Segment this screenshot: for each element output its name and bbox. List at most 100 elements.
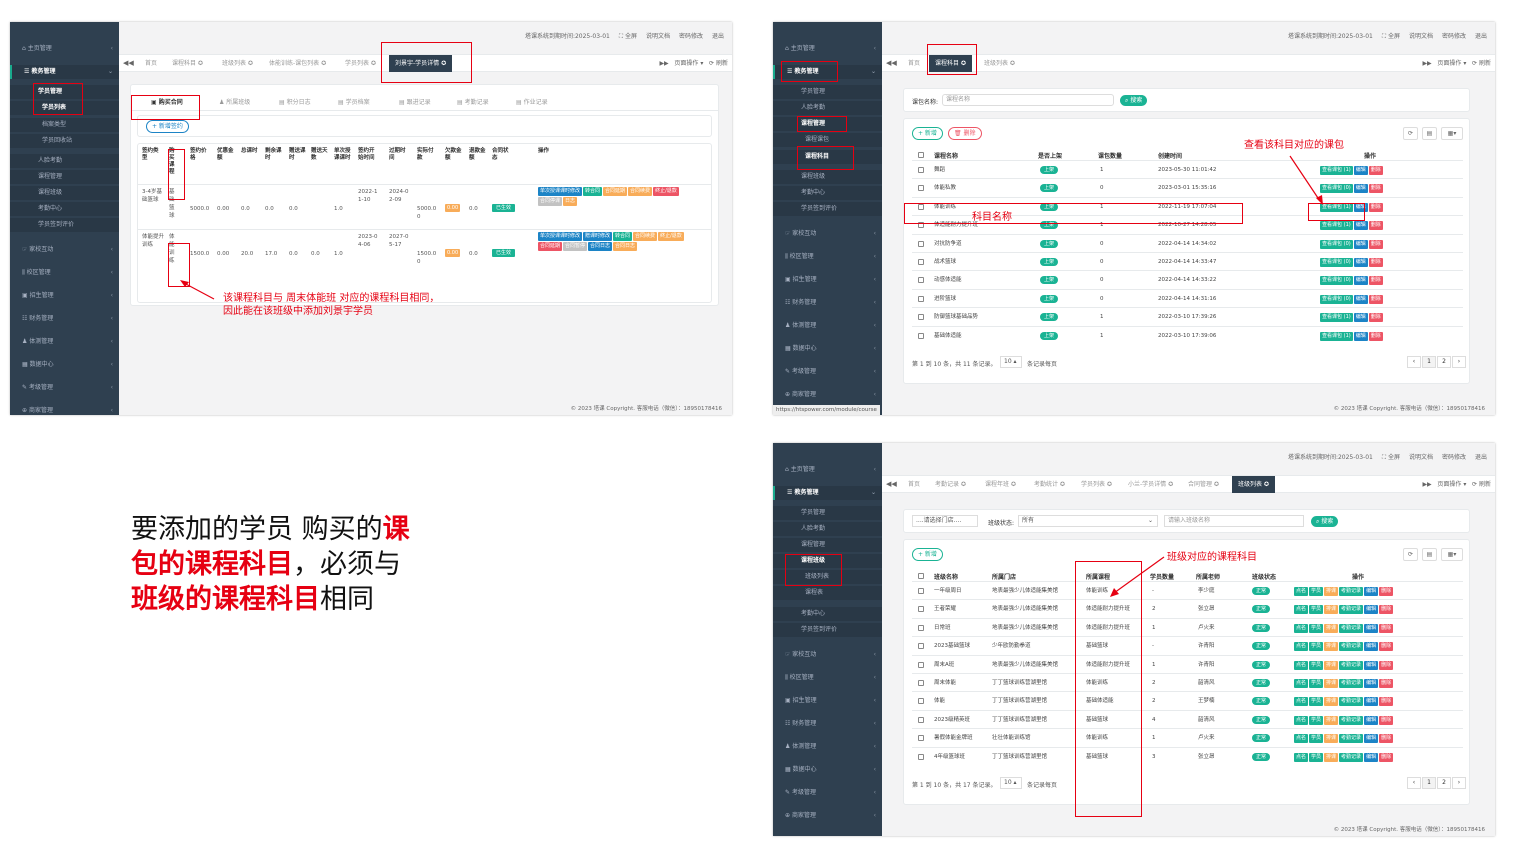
op-button[interactable]: 单次授课课时修改 [538, 232, 583, 241]
sidebar-item-14[interactable]: ☷ 财务管理 ‹ [10, 312, 119, 326]
inner-tab-1[interactable]: ♟ 所属班级 [219, 99, 251, 106]
sidebar-item-2[interactable]: 学员管理 [773, 506, 882, 520]
top-link-4[interactable]: 退出 [1474, 33, 1487, 40]
sidebar-item-1[interactable]: ☰ 教务管理 ⌄ [773, 486, 882, 500]
refresh-icon[interactable]: ⟳ [1403, 548, 1418, 561]
sidebar-item-7[interactable]: 课程班级 [773, 170, 882, 184]
sidebar-item-11[interactable]: ☞ 家校互动 ‹ [10, 243, 119, 257]
sidebar-item-8[interactable]: 考勤中心 [773, 607, 882, 621]
row-checkbox[interactable] [918, 698, 924, 705]
search-button[interactable]: ⌕ 搜索 [1120, 95, 1148, 106]
edit-button[interactable]: 编辑 [1353, 166, 1368, 175]
refresh-icon[interactable]: ⟳ [1403, 127, 1418, 140]
sidebar-item-0[interactable]: ⌂ 主页管理 ‹ [773, 463, 882, 477]
inner-tab-6[interactable]: ▤ 作业记录 [516, 99, 548, 106]
page-button-3[interactable]: › [1452, 356, 1466, 368]
close-icon[interactable]: ✪ [1166, 481, 1174, 488]
row-checkbox[interactable] [918, 203, 924, 210]
sidebar-item-9[interactable]: 学员签到评价 [773, 623, 882, 637]
sidebar-item-16[interactable]: ✎ 考级管理 ‹ [773, 365, 882, 379]
add-button[interactable]: + 新增 [912, 127, 943, 140]
tab-1[interactable]: 课程科目 ✪ [172, 60, 203, 67]
tab-6[interactable]: 合同管理 ✪ [1188, 481, 1219, 488]
delete-button[interactable]: 删除 [1368, 294, 1383, 304]
view-package-button[interactable]: 查看课包 (1) [1320, 331, 1353, 341]
sidebar-item-1[interactable]: ☰ 教务管理 ⌄ [773, 65, 882, 79]
page-size-select[interactable]: 10 ▴ [1000, 777, 1022, 789]
page-button-2[interactable]: 2 [1437, 356, 1451, 368]
close-icon[interactable]: ✪ [369, 60, 376, 67]
delete-button[interactable]: 删除 [1379, 660, 1394, 670]
delete-button[interactable]: 删除 [1379, 587, 1394, 596]
roll-call-button[interactable]: 点名 [1294, 623, 1309, 633]
op-button[interactable]: 单次授课课时修改 [538, 187, 583, 196]
sidebar-item-6[interactable]: 班级列表 [773, 570, 882, 584]
sidebar-item-17[interactable]: ⊕ 商家管理 ‹ [773, 388, 882, 402]
page-size-select[interactable]: 10 ▴ [1000, 356, 1022, 368]
page-button-1[interactable]: 1 [1422, 356, 1436, 368]
select-all-checkbox[interactable] [918, 573, 924, 579]
close-icon[interactable]: ✪ [439, 60, 447, 67]
delete-button[interactable]: 删除 [1368, 239, 1383, 249]
sidebar-item-8[interactable]: 考勤中心 [773, 186, 882, 200]
sidebar-item-3[interactable]: 人脸考勤 [773, 101, 882, 115]
sidebar-item-17[interactable]: ✎ 考级管理 ‹ [10, 381, 119, 395]
close-icon[interactable]: ✪ [319, 60, 327, 67]
inner-tab-2[interactable]: ▤ 积分日志 [279, 99, 311, 106]
op-button[interactable]: 赠课时修改 [583, 232, 613, 241]
edit-button[interactable]: 编辑 [1353, 221, 1368, 231]
students-button[interactable]: 学员 [1309, 623, 1324, 633]
delete-button[interactable]: 删除 [1368, 258, 1383, 267]
delete-button[interactable]: 删除 [1368, 221, 1383, 231]
edit-button[interactable]: 编辑 [1364, 752, 1379, 762]
edit-button[interactable]: 编辑 [1353, 294, 1368, 304]
close-icon[interactable]: ✪ [1212, 481, 1219, 488]
delete-button[interactable]: 🗑 删除 [948, 127, 982, 140]
attendance-button[interactable]: 考勤记录 [1339, 697, 1364, 707]
attendance-button[interactable]: 考勤记录 [1339, 715, 1364, 725]
op-button[interactable]: 合同延期 [538, 242, 563, 251]
view-package-button[interactable]: 查看课包 (0) [1320, 184, 1353, 194]
page-ops[interactable]: ▶▶ 页面操作 ▾ ⟳ 刷新 [1422, 60, 1491, 67]
op-button[interactable]: 合同停课 [538, 197, 563, 206]
students-button[interactable]: 学员 [1309, 587, 1324, 596]
tab-1[interactable]: 课程科目 ✪ [929, 55, 972, 72]
op-button[interactable]: 合同延期 [603, 187, 628, 196]
close-icon[interactable]: ✪ [1105, 481, 1112, 488]
delete-button[interactable]: 删除 [1368, 166, 1383, 175]
students-button[interactable]: 学员 [1309, 679, 1324, 688]
row-checkbox[interactable] [918, 680, 924, 686]
tab-4[interactable]: 学员列表 ✪ [345, 60, 376, 67]
row-checkbox[interactable] [918, 735, 924, 742]
add-button[interactable]: + 新增 [912, 548, 943, 561]
row-checkbox[interactable] [918, 185, 924, 192]
store-select[interactable]: ....请选择门店.... [912, 515, 978, 527]
grid-icon[interactable]: ▦▾ [1441, 548, 1463, 561]
roll-call-button[interactable]: 点名 [1294, 697, 1309, 707]
sidebar-item-15[interactable]: ▦ 数据中心 ‹ [773, 342, 882, 356]
roll-call-button[interactable]: 点名 [1294, 587, 1309, 596]
view-package-button[interactable]: 查看课包 (0) [1320, 239, 1353, 249]
edit-button[interactable]: 编辑 [1364, 734, 1379, 744]
op-button[interactable]: 合同暂停 [563, 242, 588, 251]
row-checkbox[interactable] [918, 753, 924, 760]
schedule-button[interactable]: 排课 [1324, 715, 1339, 725]
page-button-1[interactable]: 1 [1422, 777, 1436, 789]
close-icon[interactable]: ✪ [246, 60, 253, 67]
sidebar-item-9[interactable]: 考勤中心 [10, 202, 119, 216]
op-button[interactable]: 终止/退款 [653, 187, 679, 196]
tab-0[interactable]: 首页 [908, 60, 921, 67]
sidebar-item-2[interactable]: 学员管理 [10, 85, 119, 99]
sidebar-item-7[interactable]: 课程管理 [10, 170, 119, 184]
attendance-button[interactable]: 考勤记录 [1339, 679, 1364, 688]
close-icon[interactable]: ✪ [1262, 481, 1269, 488]
delete-button[interactable]: 删除 [1379, 715, 1394, 725]
schedule-button[interactable]: 排课 [1324, 734, 1339, 744]
sidebar-item-10[interactable]: ☞ 家校互动 ‹ [773, 648, 882, 662]
tab-3[interactable]: 体能训练-课包列表 ✪ [269, 60, 327, 67]
inner-tab-4[interactable]: ▤ 跟进记录 [399, 99, 431, 106]
row-checkbox[interactable] [918, 259, 924, 265]
search-button[interactable]: ⌕ 搜索 [1311, 516, 1339, 527]
page-ops[interactable]: ▶▶ 页面操作 ▾ ⟳ 刷新 [1422, 481, 1491, 488]
close-icon[interactable]: ✪ [959, 481, 966, 488]
